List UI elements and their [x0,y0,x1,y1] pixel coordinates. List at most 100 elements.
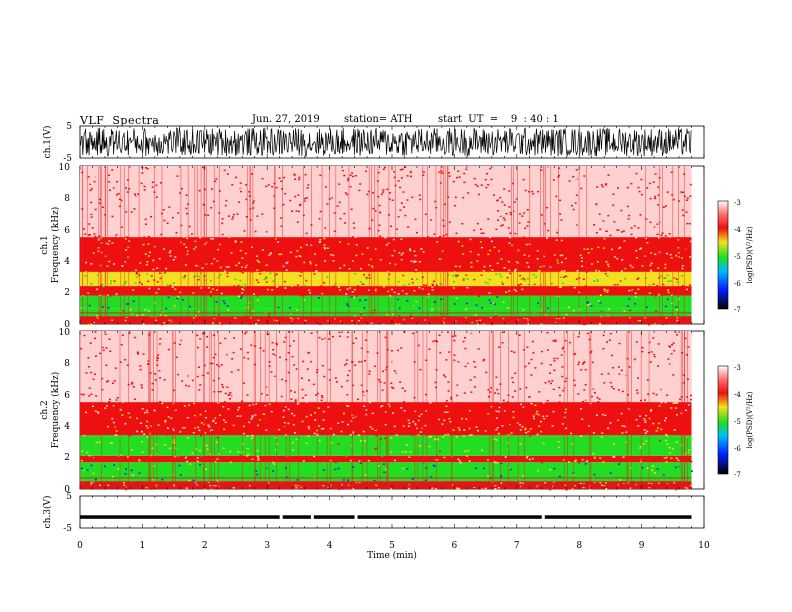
spectrum-speckle [689,256,691,258]
spectrum-speckle [359,408,362,410]
spectrum-speckle [344,222,346,224]
spectrum-speckle [662,474,665,476]
spectrum-speckle [448,410,451,413]
spectrum-speckle [384,336,387,339]
spectrum-speckle [153,375,156,377]
spectrum-speckle [228,190,231,193]
spectrum-speckle [450,314,452,316]
spectrum-speckle [550,420,553,422]
spectrum-speckle [573,483,576,485]
spectrum-speckle [180,233,183,235]
spectrum-speckle [430,219,433,221]
spectrum-speckle [411,318,414,320]
spectrum-speckle [272,282,275,284]
spectrum-speckle [494,485,497,487]
spectrum-speckle [327,473,330,475]
spectrum-speckle [285,269,288,271]
spectrum-speckle [355,405,358,407]
spectrum-speckle [408,387,411,389]
spectrum-speckle [447,216,450,218]
spectrum-speckle [455,306,458,308]
spectrum-speckle [168,351,171,354]
spectrum-speckle [403,297,406,300]
spectrum-speckle [375,288,378,291]
spectrum-speckle [625,441,628,444]
spectrum-speckle [457,274,459,277]
spectrum-speckle [189,305,192,308]
spectrum-speckle [669,278,672,280]
spectrum-speckle [501,201,504,203]
spectrum-speckle [291,210,293,212]
spectrum-speckle [153,409,156,412]
spectrum-speckle [353,194,356,196]
spectrum-speckle [653,292,656,295]
spectrum-speckle [85,458,88,461]
spectrum-speckle [476,207,479,209]
spectrum-speckle [508,454,511,457]
spectrum-speckle [326,440,329,443]
spectrum-speckle [159,369,162,371]
spectrum-speckle [103,204,106,206]
spectrum-speckle [114,310,117,312]
spectrum-speckle [484,310,487,312]
spectrum-speckle [254,345,257,347]
spectrum-speckle [245,215,248,218]
spectrum-speckle [195,183,198,186]
spectrum-speckle [401,178,404,180]
spectrum-speckle [381,405,384,407]
spectrum-speckle [493,290,496,292]
spectrum-speckle [550,393,553,395]
spectrum-speckle [677,256,680,258]
spectrum-speckle [652,252,654,254]
spectrum-speckle [137,193,140,195]
spectrum-speckle [333,285,336,287]
spectrum-speckle [238,412,241,415]
spectrum-speckle [100,420,102,423]
spectrum-speckle [194,299,197,302]
spectrum-speckle [308,289,311,291]
spectrum-speckle [143,236,146,238]
spectrum-speckle [495,439,498,441]
spectrum-speckle [404,387,407,389]
spectrum-speckle [362,430,365,433]
spectrum-speckle [271,289,274,291]
spectrum-speckle [689,398,692,401]
spectrum-speckle [387,357,390,359]
spectrum-speckle [281,344,284,347]
spectrum-speckle [300,271,303,273]
spectrum-speckle [402,191,405,193]
spectrum-speckle [470,391,473,393]
spectrum-speckle [580,315,583,317]
spectrum-speckle [290,285,293,287]
spectrum-speckle [209,291,212,293]
spectrum-speckle [385,193,388,195]
spectrum-speckle [186,253,189,256]
spectrum-speckle [616,438,619,441]
spectrum-speckle [175,356,178,359]
spectrum-speckle [586,311,589,313]
spectrum-speckle [90,213,93,215]
spectrum-speckle [93,201,96,203]
spectrum-speckle [210,188,213,190]
spectrum-speckle [674,422,677,425]
spectrum-speckle [117,293,120,296]
spectrum-speckle [150,275,153,277]
spectrum-speckle [375,434,378,437]
spectrum-speckle [500,275,503,278]
spectrum-speckle [114,197,117,199]
spectrum-speckle [446,373,449,375]
spectrum-speckle [338,183,341,185]
spectrum-speckle [305,415,308,418]
spectrum-speckle [381,422,383,424]
spectrum-speckle [418,439,420,441]
spectrum-speckle [348,173,351,176]
spectrum-speckle [405,175,408,177]
spectrum-speckle [660,479,663,481]
spectrum-speckle [288,304,291,306]
spectrum-speckle [314,419,317,421]
spectrum-speckle [438,183,441,186]
spectrum-speckle [563,185,566,188]
spectrum-speckle [633,220,636,223]
spectrum-speckle [474,199,477,201]
spectrum-speckle [185,194,188,196]
